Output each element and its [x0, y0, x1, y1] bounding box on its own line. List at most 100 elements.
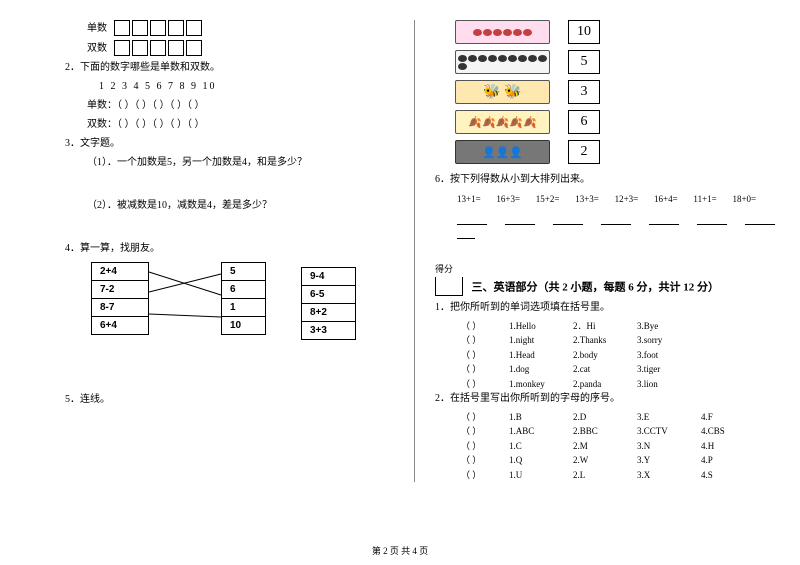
blank[interactable] [457, 215, 487, 225]
match-row: 🍂🍂🍂🍂🍂 6 [435, 110, 775, 134]
eng-q2: 2．在括号里写出你所听到的字母的序号。 [435, 391, 775, 406]
bracket-blank[interactable]: （ ） [461, 319, 509, 333]
friend-cell: 10 [222, 317, 265, 334]
eng-table-1: （ ）1.Hello2．Hi3.Bye（ ）1.night2.Thanks3.s… [461, 319, 775, 391]
eng-option: 1.night [509, 333, 573, 347]
eng-row: （ ）1.C2.M3.N4.H [461, 439, 775, 453]
blank[interactable] [697, 215, 727, 225]
q3-1: （1）．一个加数是5，另一个加数是4，和是多少？ [65, 155, 394, 170]
q5-text: 5．连线。 [65, 392, 394, 407]
friend-cell: 8+2 [302, 304, 355, 322]
friend-diagram: 2+4 7-2 8-7 6+4 5 6 1 10 9-4 6-5 8+2 3+3 [91, 262, 394, 392]
eng-option: 1.Head [509, 348, 573, 362]
eng-option: 1.Hello [509, 319, 573, 333]
answer-box[interactable] [150, 20, 166, 36]
eng-option: 2.M [573, 439, 637, 453]
blank[interactable] [649, 215, 679, 225]
friend-cell: 8-7 [92, 299, 148, 317]
picture-box [455, 20, 550, 44]
answer-box[interactable] [186, 20, 202, 36]
q6-expressions: 13+1= 16+3= 15+2= 13+3= 12+3= 16+4= 11+1… [435, 193, 775, 207]
eng-option: 1.B [509, 410, 573, 424]
worksheet-page: 单数 双数 2．下面的数字哪些是单数和双数。 1 2 3 4 5 6 7 8 9… [0, 0, 800, 492]
number-box[interactable]: 3 [568, 80, 600, 104]
picture-box: 🐝 🐝 [455, 80, 550, 104]
eng-option: 2．Hi [573, 319, 637, 333]
eng-option: 1.monkey [509, 377, 573, 391]
blank[interactable] [745, 215, 775, 225]
bracket-blank[interactable]: （ ） [461, 424, 509, 438]
answer-box[interactable] [132, 20, 148, 36]
eng-option: 1.ABC [509, 424, 573, 438]
eng-row: （ ）1.B2.D3.E4.F [461, 410, 775, 424]
picture-box: 🍂🍂🍂🍂🍂 [455, 110, 550, 134]
eng-option: 2.cat [573, 362, 637, 376]
bracket-blank[interactable]: （ ） [461, 333, 509, 347]
answer-box[interactable] [168, 40, 184, 56]
eng-option: 3.tiger [637, 362, 701, 376]
eng-option: 2.D [573, 410, 637, 424]
friend-cell: 9-4 [302, 268, 355, 286]
friend-column-1: 2+4 7-2 8-7 6+4 [91, 262, 149, 335]
picture-box [455, 50, 550, 74]
friend-column-3: 9-4 6-5 8+2 3+3 [301, 267, 356, 340]
bracket-blank[interactable]: （ ） [461, 362, 509, 376]
bracket-blank[interactable]: （ ） [461, 439, 509, 453]
bracket-blank[interactable]: （ ） [461, 468, 509, 482]
eng-option: 1.U [509, 468, 573, 482]
friend-cell: 5 [222, 263, 265, 281]
eng-option [701, 377, 761, 391]
eng-row: （ ）1.Hello2．Hi3.Bye [461, 319, 775, 333]
score-box[interactable] [435, 276, 463, 296]
q4-text: 4．算一算，找朋友。 [65, 241, 394, 256]
friend-cell: 7-2 [92, 281, 148, 299]
eng-table-2: （ ）1.B2.D3.E4.F（ ）1.ABC2.BBC3.CCTV4.CBS（… [461, 410, 775, 482]
q2-odd-blanks: 单数：（ ）（ ）（ ）（ ）（ ） [65, 98, 394, 113]
eng-option: 2.Thanks [573, 333, 637, 347]
eng-option: 2.L [573, 468, 637, 482]
match-row: 👤👤👤 2 [435, 140, 775, 164]
eng-option: 2.body [573, 348, 637, 362]
sort-blanks [457, 215, 775, 225]
section-3-title: 三、英语部分（共 2 小题，每题 6 分，共计 12 分） [472, 282, 720, 294]
bracket-blank[interactable]: （ ） [461, 348, 509, 362]
number-box[interactable]: 2 [568, 140, 600, 164]
bracket-blank[interactable]: （ ） [461, 377, 509, 391]
sort-blanks-2 [457, 229, 775, 239]
eng-option: 3.sorry [637, 333, 701, 347]
friend-cell: 2+4 [92, 263, 148, 281]
eng-option: 1.Q [509, 453, 573, 467]
eng-option: 4.P [701, 453, 761, 467]
blank[interactable] [553, 215, 583, 225]
picture-box: 👤👤👤 [455, 140, 550, 164]
bracket-blank[interactable]: （ ） [461, 453, 509, 467]
eng-option [701, 319, 761, 333]
answer-box[interactable] [114, 20, 130, 36]
number-box[interactable]: 10 [568, 20, 600, 44]
bracket-blank[interactable]: （ ） [461, 410, 509, 424]
answer-box[interactable] [186, 40, 202, 56]
eng-option: 4.H [701, 439, 761, 453]
eng-option: 4.CBS [701, 424, 761, 438]
even-row: 双数 [65, 40, 394, 56]
match-row: 10 [435, 20, 775, 44]
even-boxes [114, 40, 202, 56]
eng-option: 2.panda [573, 377, 637, 391]
match-row: 5 [435, 50, 775, 74]
number-box[interactable]: 6 [568, 110, 600, 134]
blank[interactable] [457, 229, 475, 239]
blank[interactable] [505, 215, 535, 225]
blank[interactable] [601, 215, 631, 225]
eng-option: 4.S [701, 468, 761, 482]
eng-option: 3.lion [637, 377, 701, 391]
answer-box[interactable] [114, 40, 130, 56]
answer-box[interactable] [132, 40, 148, 56]
answer-box[interactable] [168, 20, 184, 36]
number-box[interactable]: 5 [568, 50, 600, 74]
match-row: 🐝 🐝 3 [435, 80, 775, 104]
answer-box[interactable] [150, 40, 166, 56]
eng-option: 2.W [573, 453, 637, 467]
odd-label: 单数 [87, 21, 107, 36]
q3-2: （2）．被减数是10，减数是4，差是多少？ [65, 198, 394, 213]
q2-even-blanks: 双数：（ ）（ ）（ ）（ ）（ ） [65, 117, 394, 132]
